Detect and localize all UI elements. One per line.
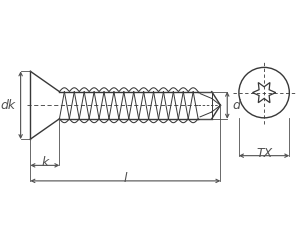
Text: TX: TX — [256, 146, 272, 160]
Text: k: k — [41, 156, 49, 169]
Text: d: d — [232, 99, 240, 112]
Text: dk: dk — [1, 99, 16, 112]
Text: l: l — [124, 172, 127, 185]
